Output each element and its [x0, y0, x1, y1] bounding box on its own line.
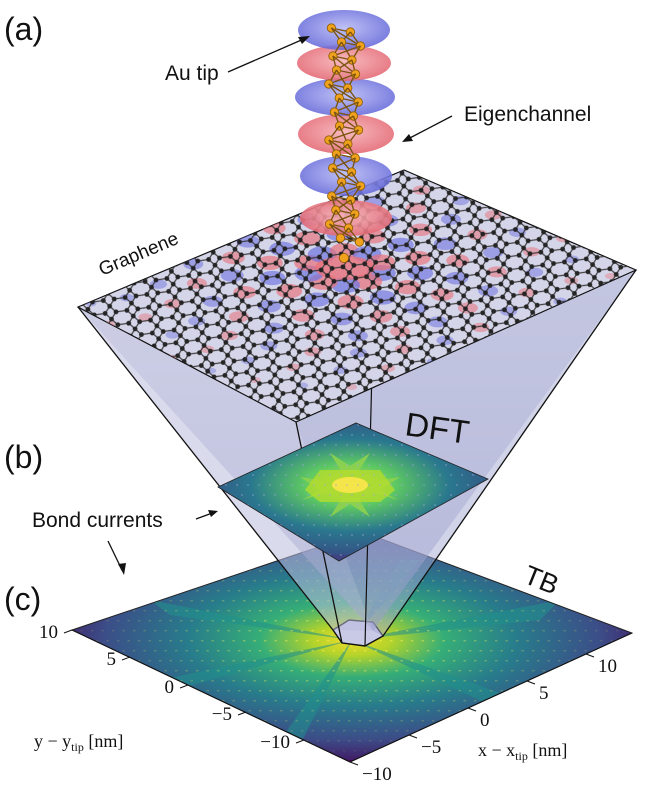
- dft-label: DFT: [403, 405, 472, 451]
- au-tip-label: Au tip: [165, 62, 219, 85]
- y-tick-mark: [179, 684, 189, 689]
- lobe-red: [297, 45, 391, 81]
- bond-currents-label: Bond currents: [32, 509, 163, 532]
- arrowhead: [402, 134, 413, 142]
- x-tick-mark: [467, 707, 477, 712]
- y-axis-label: y − ytip [nm]: [34, 731, 123, 754]
- x-axis-label: x − xtip [nm]: [478, 740, 567, 763]
- panel-label-b: (b): [4, 439, 43, 475]
- arrowhead: [118, 563, 126, 575]
- arrowhead: [208, 510, 218, 517]
- x-tick-label: 0: [480, 710, 490, 731]
- au-tip-eigenchannel: [295, 10, 395, 263]
- y-tick-label: 10: [39, 622, 58, 643]
- x-tick-label: 10: [598, 656, 617, 677]
- y-tick-mark: [295, 739, 305, 744]
- panel-label-a: (a): [4, 11, 43, 47]
- eigenchannel-arrow: [405, 115, 453, 141]
- y-tick-mark: [63, 629, 73, 634]
- x-tick-label: 5: [539, 683, 549, 704]
- x-tick-mark: [526, 680, 536, 685]
- panel-label-c: (c): [4, 581, 41, 617]
- x-tick-label: −5: [421, 737, 441, 758]
- y-tick-label: 0: [165, 677, 175, 698]
- y-axis: 10 5 0 −5 −10: [39, 622, 351, 763]
- y-tick-mark: [237, 711, 247, 716]
- x-tick-mark: [585, 653, 595, 658]
- x-axis: −10 −5 0 5 10: [349, 632, 633, 785]
- dft-star: [300, 453, 400, 517]
- eigenchannel-label: Eigenchannel: [464, 103, 591, 126]
- y-tick-mark: [121, 656, 131, 661]
- y-tick-label: 5: [107, 649, 117, 670]
- au-tip-arrow: [227, 37, 307, 73]
- lobe-blue: [295, 78, 395, 116]
- y-tick-label: −5: [212, 704, 232, 725]
- au-atoms: [324, 23, 366, 263]
- x-tick-mark: [349, 761, 359, 766]
- x-tick-mark: [408, 734, 418, 739]
- y-tick-label: −10: [260, 732, 290, 753]
- x-tick-label: −10: [362, 764, 392, 785]
- arrowhead: [298, 36, 310, 44]
